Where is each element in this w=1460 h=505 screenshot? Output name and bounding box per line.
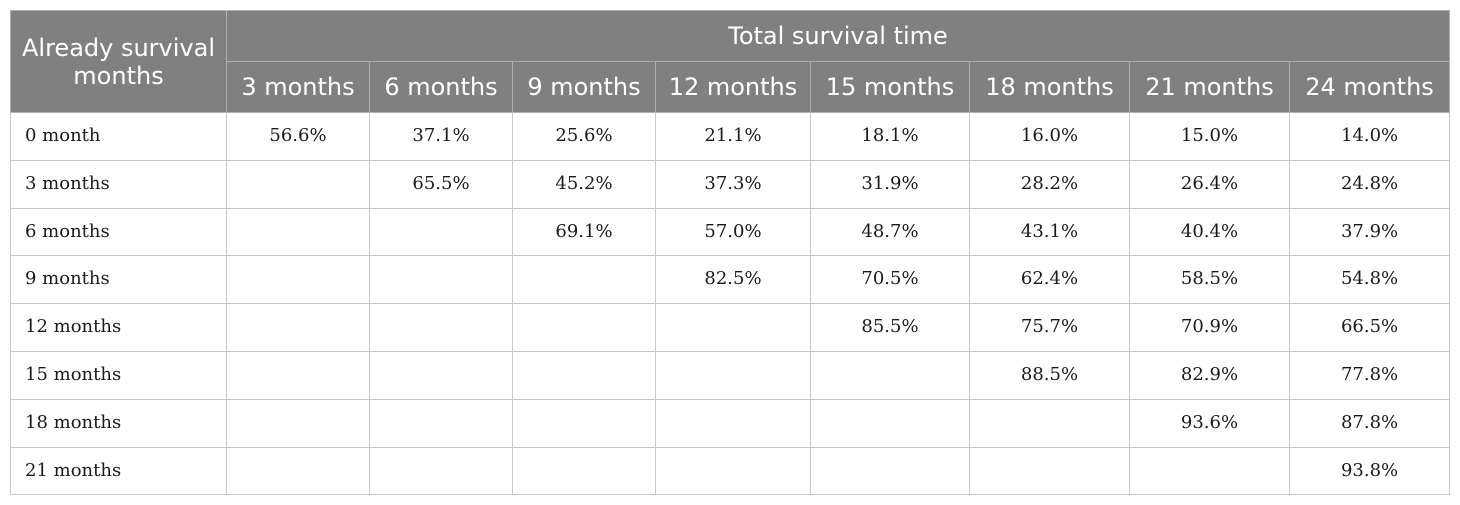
table-cell: 56.6%: [226, 112, 370, 161]
table-cell: [655, 398, 811, 448]
table-cell: [512, 255, 656, 305]
header-row-columns: 3 months 6 months 9 months 12 months 15 mont…: [11, 61, 1451, 113]
table-cell: [369, 398, 513, 448]
table-cell: 37.9%: [1288, 207, 1451, 257]
table-cell: 15.0%: [1129, 112, 1290, 161]
row-label: 6 months: [10, 207, 227, 257]
table-cell: 25.6%: [512, 112, 656, 161]
table-cell: [969, 398, 1130, 448]
table-cell: 45.2%: [512, 159, 656, 209]
table-cell: [226, 255, 370, 305]
table-cell: 82.5%: [655, 255, 811, 305]
table-row: 9 months 82.5% 70.5% 62.4% 58.5% 54.8%: [10, 255, 1451, 305]
table-cell: [655, 350, 811, 400]
table-row: 12 months 85.5% 75.7% 70.9% 66.5%: [10, 303, 1451, 352]
column-header: 18 months: [969, 61, 1130, 113]
table-cell: [969, 446, 1130, 496]
table-cell: 18.1%: [810, 112, 970, 161]
table-cell: [226, 303, 370, 352]
row-label: 0 month: [10, 112, 227, 161]
column-header: 3 months: [226, 61, 370, 113]
table-cell: [369, 255, 513, 305]
table-cell: [810, 398, 970, 448]
column-header: 24 months: [1288, 61, 1451, 113]
table-cell: [226, 398, 370, 448]
table-cell: 93.8%: [1288, 446, 1451, 496]
table-cell: [226, 207, 370, 257]
column-header: 9 months: [512, 61, 656, 113]
table-cell: [369, 350, 513, 400]
table-cell: 28.2%: [969, 159, 1130, 209]
row-label: 9 months: [10, 255, 227, 305]
table-cell: [512, 303, 656, 352]
table-cell: [512, 350, 656, 400]
table-cell: 82.9%: [1129, 350, 1290, 400]
table-cell: 40.4%: [1129, 207, 1290, 257]
table-cell: 88.5%: [969, 350, 1130, 400]
table-cell: 66.5%: [1288, 303, 1451, 352]
group-header-cell: Total survival time: [225, 10, 1451, 62]
table-cell: 75.7%: [969, 303, 1130, 352]
table-cell: 69.1%: [512, 207, 656, 257]
table-cell: [655, 446, 811, 496]
table-cell: [369, 207, 513, 257]
table-cell: 57.0%: [655, 207, 811, 257]
column-header: 12 months: [655, 61, 811, 113]
row-label: 18 months: [10, 398, 227, 448]
table-cell: 77.8%: [1288, 350, 1451, 400]
table-cell: 24.8%: [1288, 159, 1451, 209]
table-row: 3 months 65.5% 45.2% 37.3% 31.9% 28.2% 26.4% 24…: [10, 159, 1451, 209]
table-cell: 37.1%: [369, 112, 513, 161]
table-cell: [512, 446, 656, 496]
table-cell: 85.5%: [810, 303, 970, 352]
table-cell: [512, 398, 656, 448]
column-header: 6 months: [369, 61, 513, 113]
table-cell: 87.8%: [1288, 398, 1451, 448]
table-cell: [655, 303, 811, 352]
table-cell: 14.0%: [1288, 112, 1451, 161]
table-cell: [226, 159, 370, 209]
table-cell: 21.1%: [655, 112, 811, 161]
table-cell: [810, 446, 970, 496]
table-cell: 48.7%: [810, 207, 970, 257]
table-row: 0 month 56.6% 37.1% 25.6% 21.1% 18.1% 16.0% 15.…: [10, 112, 1451, 161]
table-row: 21 months 93.8%: [10, 446, 1451, 496]
table-cell: 54.8%: [1288, 255, 1451, 305]
table-cell: [369, 303, 513, 352]
table-cell: 70.9%: [1129, 303, 1290, 352]
row-label: 3 months: [10, 159, 227, 209]
table-cell: 37.3%: [655, 159, 811, 209]
survival-table-container: Already survival months Total survival t…: [10, 10, 1451, 496]
table-row: 6 months 69.1% 57.0% 48.7% 43.1% 40.4% 37.9%: [10, 207, 1451, 257]
table-cell: [226, 446, 370, 496]
table-cell: 16.0%: [969, 112, 1130, 161]
conditional-survival-table: Already survival months Total survival t…: [10, 10, 1451, 496]
row-label: 15 months: [10, 350, 227, 400]
table-body: 0 month 56.6% 37.1% 25.6% 21.1% 18.1% 16.0% 15.…: [10, 112, 1451, 496]
table-header: Already survival months Total survival t…: [10, 10, 1451, 113]
table-cell: 93.6%: [1129, 398, 1290, 448]
table-cell: 65.5%: [369, 159, 513, 209]
table-cell: 62.4%: [969, 255, 1130, 305]
row-header-cell: Already survival months: [10, 10, 227, 113]
column-header: 21 months: [1129, 61, 1290, 113]
table-cell: 43.1%: [969, 207, 1130, 257]
table-cell: [226, 350, 370, 400]
table-row: 15 months 88.5% 82.9% 77.8%: [10, 350, 1451, 400]
table-cell: 31.9%: [810, 159, 970, 209]
table-cell: [1129, 446, 1290, 496]
table-cell: [810, 350, 970, 400]
table-row: 18 months 93.6% 87.8%: [10, 398, 1451, 448]
row-label: 12 months: [10, 303, 227, 352]
table-cell: 70.5%: [810, 255, 970, 305]
table-cell: 58.5%: [1129, 255, 1290, 305]
row-label: 21 months: [10, 446, 227, 496]
table-cell: [369, 446, 513, 496]
column-header: 15 months: [810, 61, 970, 113]
header-row-group: Already survival months Total survival t…: [10, 10, 1451, 113]
table-cell: 26.4%: [1129, 159, 1290, 209]
